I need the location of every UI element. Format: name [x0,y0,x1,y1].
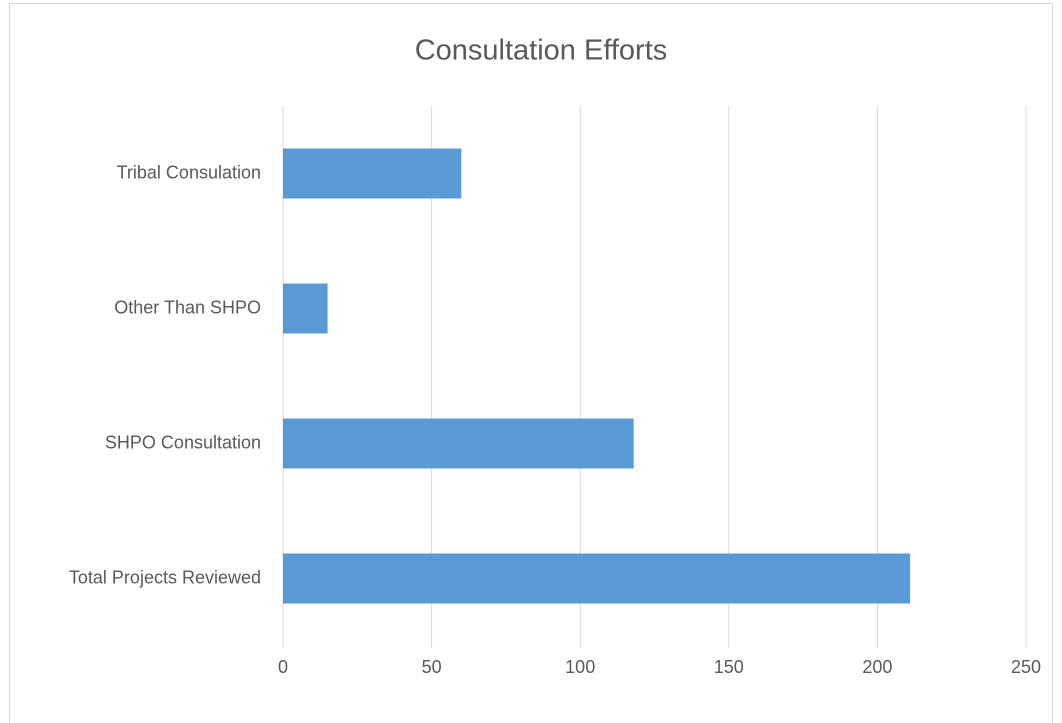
y-tick-label: Other Than SHPO [114,297,261,317]
x-tick-label: 50 [422,657,442,677]
bar [283,283,328,334]
bar [283,148,462,199]
x-tick-label: 250 [1011,657,1041,677]
chart-title: Consultation Efforts [415,35,668,67]
chart-border [9,3,1053,723]
x-tick-label: 100 [565,657,595,677]
y-tick-label: Total Projects Reviewed [69,567,261,587]
x-tick-label: 200 [862,657,892,677]
x-tick-label: 150 [714,657,744,677]
y-tick-label: Tribal Consulation [117,162,261,182]
x-tick-label: 0 [278,657,288,677]
y-tick-label: SHPO Consultation [105,432,261,452]
bar [283,418,634,469]
bar [283,553,911,604]
